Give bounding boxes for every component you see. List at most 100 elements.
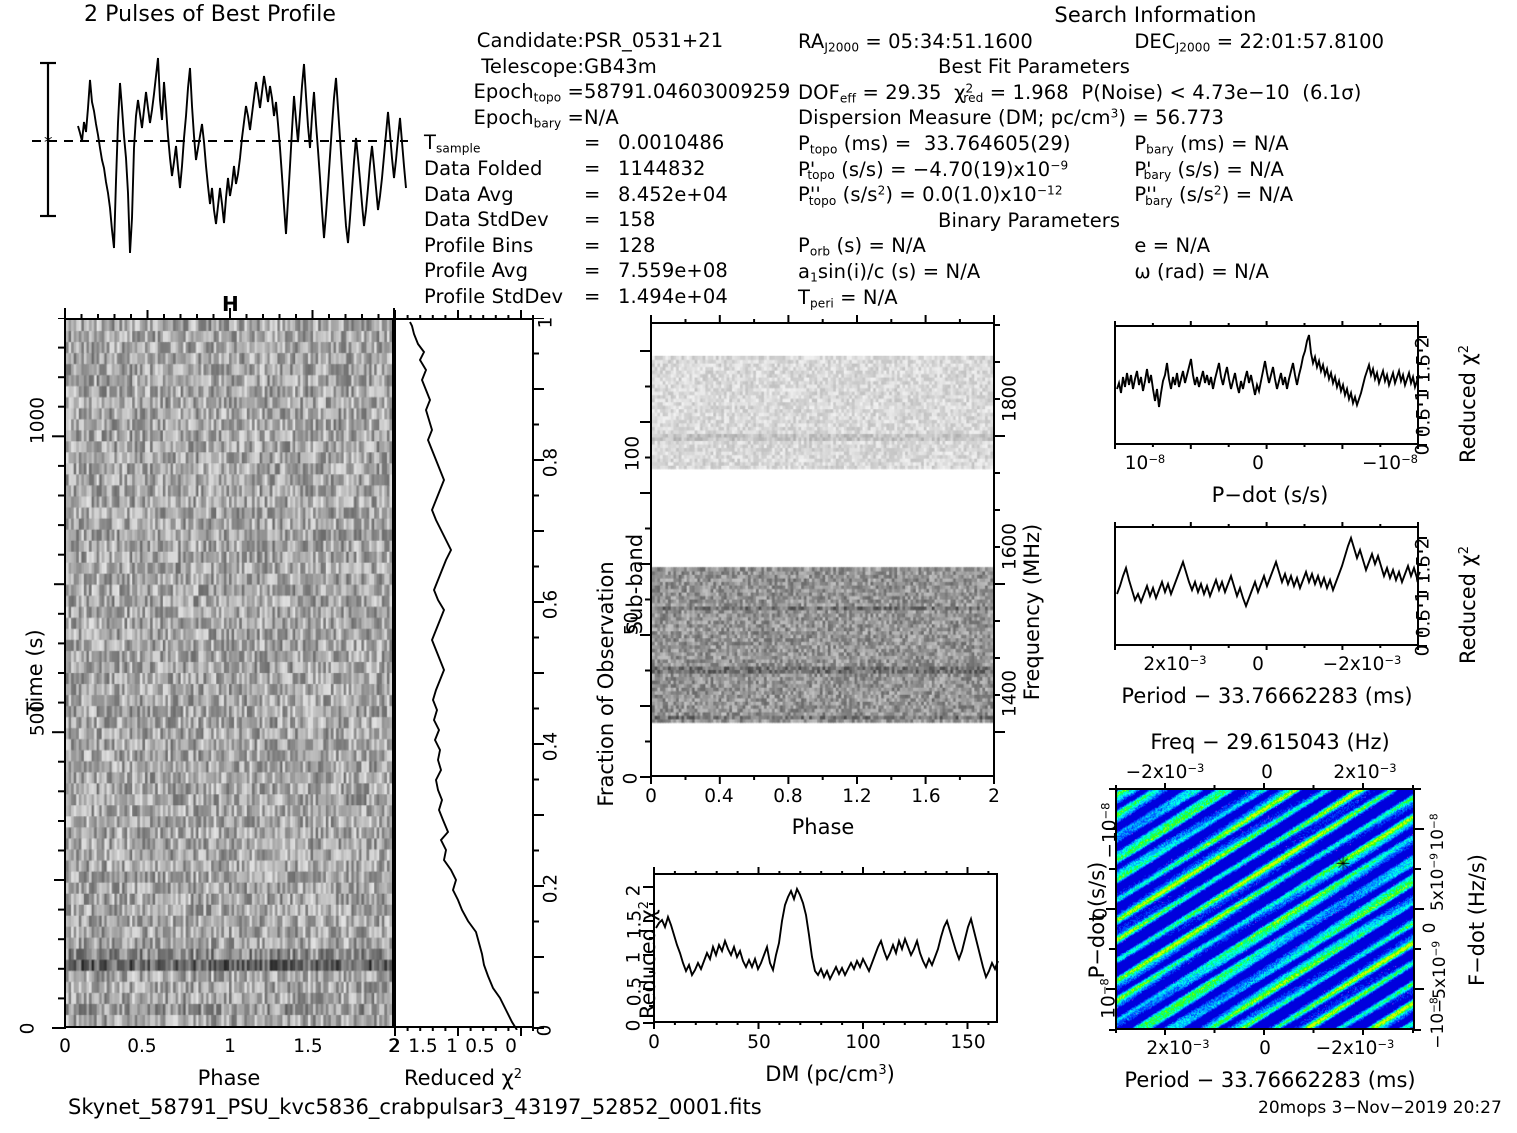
pdot-ylabel: Reduced χ2 xyxy=(1456,314,1480,494)
dm-xtick: 0 xyxy=(648,1032,660,1053)
dm-xtick: 150 xyxy=(950,1032,986,1053)
period-xtick: 2x10−3 xyxy=(1130,654,1220,675)
subband-xtick: 1.6 xyxy=(911,786,941,807)
ppdot-right-ytick-exp: −8 xyxy=(1428,813,1441,829)
chi2-fraction-plot xyxy=(394,318,534,1028)
dm-left-ticks xyxy=(643,886,655,1024)
pdot-ylabel-sup: 2 xyxy=(1457,344,1473,354)
subband-right-ticks xyxy=(993,324,1005,733)
ppdot-top-xtick: −2x10−3 xyxy=(1120,762,1210,783)
binary-params-title: Binary Parameters xyxy=(938,208,1121,232)
chi2-xlabel-text: Reduced χ xyxy=(403,1066,514,1090)
epoch-topo-value: 58791.04603009259 xyxy=(584,80,791,104)
ppdot-top-xtick-exp: −3 xyxy=(1187,761,1205,776)
time-phase-ytick: 0 xyxy=(17,1022,39,1035)
search-info-block: Search Information RAJ2000 = 05:34:51.16… xyxy=(798,3,1513,310)
period-row: Ptopo (ms) = 33.764605(29) Pbary (ms) = … xyxy=(798,131,1289,157)
ppdot-title: Freq − 29.615043 (Hz) xyxy=(1150,730,1390,754)
chi2-fraction-trace xyxy=(410,322,517,1030)
period-xtick: −2x10−3 xyxy=(1312,654,1412,675)
ppdot-bottom-ticks xyxy=(1115,1028,1414,1035)
time-phase-xtick: 0.5 xyxy=(127,1036,157,1057)
dm-xtick: 50 xyxy=(747,1032,771,1053)
info-row: Profile Bins = 128 xyxy=(424,233,656,257)
dof-value: 29.35 xyxy=(885,80,942,104)
dm-xtick: 100 xyxy=(845,1032,881,1053)
ppdot-top-xtick: 2x10−3 xyxy=(1320,762,1410,783)
pdot-topo-exp: −9 xyxy=(1050,158,1069,173)
period-chi2-plot xyxy=(1114,526,1419,646)
dm-bottom-ticks xyxy=(653,1021,990,1029)
ppdot-bottom-xtick-exp: −3 xyxy=(1192,1037,1210,1052)
dm-xlabel-text: DM (pc/cm xyxy=(765,1062,879,1086)
pdot-ytick: 2 xyxy=(1412,336,1434,349)
coords-row: RAJ2000 = 05:34:51.1600 DECJ2000 = 22:01… xyxy=(798,29,1385,54)
pdot-xtick-text: 10 xyxy=(1124,453,1149,474)
period-ylabel-sup: 2 xyxy=(1457,545,1473,555)
subband-ytick: 0 xyxy=(620,772,642,785)
period-xtick-text: 2x10 xyxy=(1143,654,1190,675)
pddot-topo-value: 0.0(1.0)x10 xyxy=(922,183,1037,207)
ppdot-top-xtick-text: −2x10 xyxy=(1125,762,1188,783)
dm-ylabel-text: Reduced χ xyxy=(636,909,660,1020)
profile-trace xyxy=(77,57,407,253)
ppdot-top-xtick-text: 2x10 xyxy=(1333,762,1380,783)
ppdot-right-ytick-text: −10 xyxy=(1428,1012,1448,1049)
ppdot-top-ticks xyxy=(1115,783,1414,790)
chi2-fraction-xtick: 1.5 xyxy=(408,1036,438,1057)
chi2-fraction-xtick: 2 xyxy=(389,1036,401,1057)
dm-chi2-trace xyxy=(656,889,998,979)
pdot-top-ticks xyxy=(1114,321,1419,327)
ppdot-right-ytick-exp: −9 xyxy=(1428,852,1441,869)
time-phase-top-ticks xyxy=(64,308,395,320)
ppdot-top-xtick-exp: −3 xyxy=(1379,761,1397,776)
pdot-xtick-text: −10 xyxy=(1362,453,1402,474)
eccentricity-value: e = N/A xyxy=(1134,234,1211,258)
period-bottom-ticks xyxy=(1114,644,1419,650)
subband-bottom-ticks xyxy=(650,775,995,784)
ptopo-value: 33.764605(29) xyxy=(923,131,1071,155)
period-pdot-map xyxy=(1115,788,1415,1030)
porb-value: N/A xyxy=(891,234,926,258)
pdot-xtick-exp: −8 xyxy=(1148,452,1166,467)
pdot-ytick: 1 xyxy=(1412,389,1434,402)
ppdot-bottom-xtick-exp: −3 xyxy=(1377,1037,1395,1052)
dm-chi2-plot xyxy=(653,873,998,1023)
pdot-xtick: 0 xyxy=(1252,453,1264,474)
pdot-chi2-trace xyxy=(1117,335,1419,407)
profile-bins-value: 128 xyxy=(618,233,656,257)
subband-freq-tick: 1400 xyxy=(999,669,1021,718)
ppdot-bottom-xtick: −2x10−3 xyxy=(1305,1038,1405,1059)
period-ytick: 1 xyxy=(1412,590,1434,603)
ppdot-right-ylabel: F−dot (Hz/s) xyxy=(1465,854,1489,986)
epoch-bary-value: N/A xyxy=(584,105,619,129)
profile-errorbar xyxy=(40,61,56,218)
time-phase-xtick: 2 xyxy=(388,1036,400,1057)
ppdot-right-ytick-text: 5x10 xyxy=(1428,868,1448,912)
pdot-bottom-ticks xyxy=(1114,443,1419,449)
fraction-ytick: 0.2 xyxy=(540,873,562,904)
dm-top-ticks xyxy=(653,867,990,875)
data-folded-value: 1144832 xyxy=(618,156,706,180)
pdot-xtick-exp: −8 xyxy=(1401,452,1418,467)
period-xtick: 0 xyxy=(1252,654,1264,675)
fraction-ytick: 0 xyxy=(534,1024,556,1037)
ppdot-right-ticks xyxy=(1413,788,1424,1031)
pdot-topo-value: −4.70(19)x10 xyxy=(912,157,1051,181)
ppdot-left-ticks xyxy=(1106,788,1117,1031)
info-row: Profile StdDev = 1.494e+04 xyxy=(424,284,728,308)
subband-ytick: 100 xyxy=(622,435,644,472)
candidate-value: PSR_0531+21 xyxy=(584,29,724,52)
chi2-fraction-bottom-ticks xyxy=(394,1026,534,1036)
footer-credit: 20mops 3−Nov−2019 20:27 xyxy=(1258,1098,1502,1118)
time-phase-plot xyxy=(64,318,394,1028)
period-top-ticks xyxy=(1114,522,1419,528)
pdot-ytick: 1.5 xyxy=(1413,353,1435,384)
subband-freq-tick: 1800 xyxy=(999,374,1021,423)
pdot-ytick: 0.5 xyxy=(1413,407,1435,438)
ppdot-bottom-xtick: 0 xyxy=(1259,1038,1271,1059)
telescope-value: GB43m xyxy=(584,54,657,78)
chi2-xlabel-sup: 2 xyxy=(513,1067,523,1083)
info-row: Data Avg = 8.452e+04 xyxy=(424,182,728,206)
ppdot-bottom-xtick: 2x10−3 xyxy=(1133,1038,1223,1059)
